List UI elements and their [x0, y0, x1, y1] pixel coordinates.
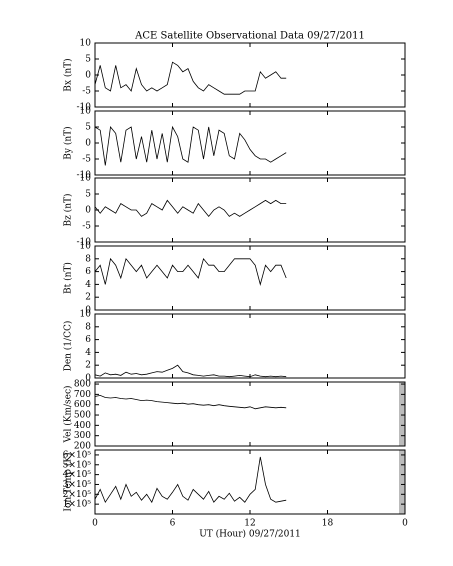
y-tick-label: 6	[85, 267, 91, 277]
y-tick-label: 10	[80, 174, 92, 184]
x-axis-label: UT (Hour) 09/27/2011	[199, 529, 301, 540]
y-tick-label: 3×10⁵	[63, 480, 92, 490]
y-tick-label: -10	[77, 103, 92, 113]
y-tick-label: 600	[74, 400, 91, 410]
y-tick-label: 2	[85, 293, 91, 303]
y-tick-label: 0	[85, 139, 91, 149]
y-axis-label: By (nT)	[63, 126, 74, 159]
y-tick-label: 500	[74, 411, 91, 421]
x-tick-label: 18	[322, 519, 334, 529]
y-tick-label: -5	[82, 87, 91, 97]
y-tick-label: 400	[74, 421, 91, 431]
chart-title: ACE Satellite Observational Data 09/27/2…	[134, 31, 365, 42]
y-tick-label: 2	[85, 361, 91, 371]
y-axis-label: Vel (Km/sec)	[63, 385, 74, 443]
y-tick-label: -10	[77, 171, 92, 181]
data-line	[94, 394, 287, 410]
y-axis-label: Bt (nT)	[63, 262, 74, 294]
y-tick-label: 5×10⁵	[63, 460, 92, 470]
y-axis-label: Den (1/CC)	[63, 321, 74, 372]
y-axis-label: Bx (nT)	[63, 58, 74, 91]
y-tick-label: 6×10⁵	[63, 450, 92, 460]
y-tick-label: 10	[80, 39, 92, 49]
y-tick-label: 200	[74, 442, 91, 452]
x-tick-label: 0	[92, 519, 98, 529]
y-tick-label: 0	[85, 306, 91, 316]
y-tick-label: 10	[80, 242, 92, 252]
y-tick-label: 4	[85, 280, 91, 290]
y-tick-label: 2×10⁵	[63, 490, 92, 500]
data-gap-shade	[399, 382, 405, 446]
y-tick-label: 5	[85, 55, 91, 65]
data-line	[94, 456, 287, 504]
data-gap-shade	[399, 450, 405, 514]
y-tick-label: 4	[85, 348, 91, 358]
y-tick-label: 10	[80, 310, 92, 320]
data-line	[94, 125, 287, 166]
x-tick-label: 12	[244, 519, 255, 529]
y-tick-label: 800	[74, 380, 91, 390]
y-tick-label: 0	[85, 206, 91, 216]
x-tick-label: 0	[402, 519, 408, 529]
data-line	[94, 199, 287, 218]
data-line	[94, 257, 287, 286]
y-axis-label: Ion Temp (K)	[63, 452, 74, 511]
y-tick-label: 4×10⁵	[63, 470, 92, 480]
y-tick-label: -5	[82, 155, 91, 165]
y-axis-label: Bz (nT)	[63, 193, 74, 226]
y-tick-label: 10	[80, 107, 92, 117]
y-tick-label: -10	[77, 238, 92, 248]
y-tick-label: 1×10⁵	[63, 500, 92, 510]
y-tick-label: 5	[85, 190, 91, 200]
y-tick-label: 700	[74, 390, 91, 400]
y-tick-label: 5	[85, 123, 91, 133]
data-line	[94, 364, 287, 378]
y-tick-label: 6	[85, 335, 91, 345]
y-tick-label: -5	[82, 222, 91, 232]
y-tick-label: 0	[85, 71, 91, 81]
y-tick-label: 0	[85, 374, 91, 384]
data-line	[94, 61, 287, 95]
y-tick-label: 8	[85, 322, 91, 332]
y-tick-label: 300	[74, 431, 91, 441]
y-tick-label: 8	[85, 254, 91, 264]
x-tick-label: 6	[170, 519, 176, 529]
